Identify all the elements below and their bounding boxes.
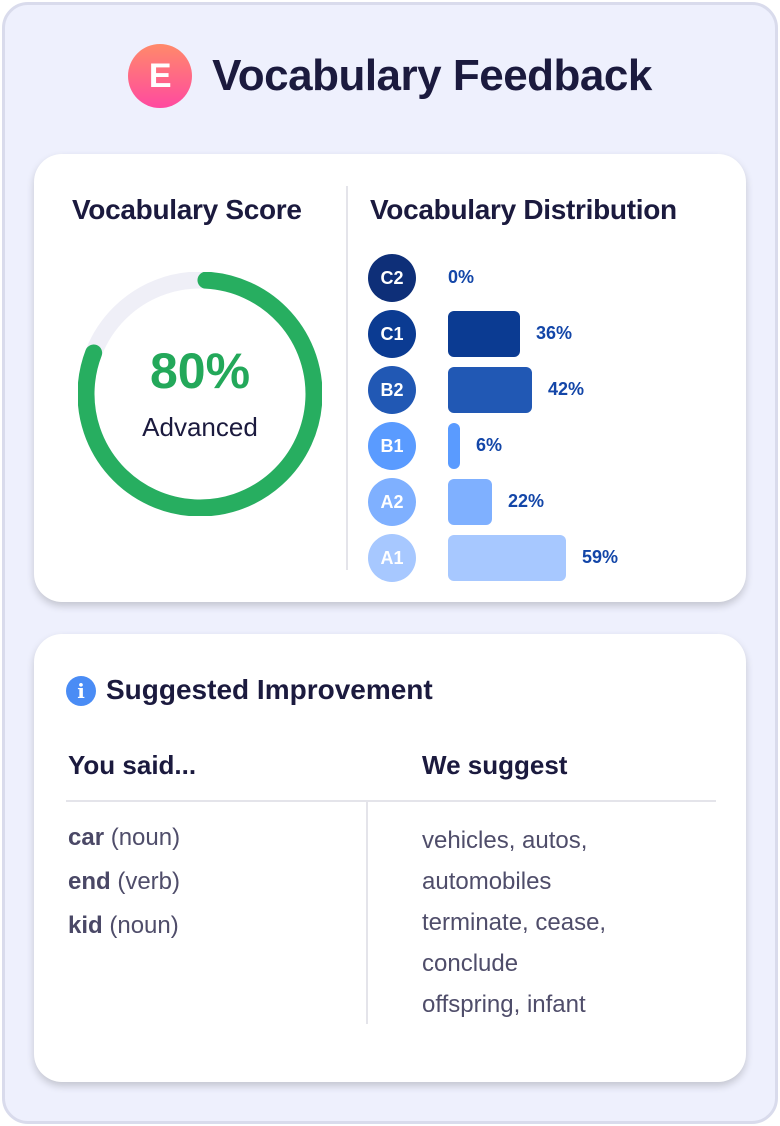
suggestion-line: offspring, infant: [422, 991, 586, 1018]
distribution-bar: [448, 311, 520, 357]
score-level: Advanced: [142, 412, 258, 442]
distribution-value: 59%: [582, 547, 619, 567]
suggestion-card: i Suggested Improvement You said... We s…: [34, 634, 746, 1082]
score-card: Vocabulary Score 80% Advanced Vocabulary…: [34, 154, 746, 602]
suggestion-list: vehicles, autos, automobiles terminate, …: [422, 820, 606, 1025]
column-header-said: You said...: [68, 750, 197, 780]
suggestion-line: terminate, cease,: [422, 909, 607, 936]
distribution-value: 22%: [508, 491, 545, 511]
page-title: Vocabulary Feedback: [212, 51, 652, 100]
level-badge: B1: [368, 422, 416, 470]
score-ring: [78, 272, 322, 516]
part-of-speech: (noun): [110, 824, 181, 851]
suggestion-line: vehicles, autos,: [422, 827, 588, 854]
said-item: car (noun): [68, 824, 180, 852]
said-item: end (verb): [68, 868, 180, 896]
word: end: [68, 868, 111, 895]
distribution-row-a2: A2 22%: [368, 478, 544, 526]
part-of-speech: (verb): [117, 868, 181, 895]
suggestion-title: Suggested Improvement: [106, 674, 433, 705]
word: car: [68, 824, 105, 851]
divider: [366, 802, 368, 1024]
level-badge: A2: [368, 478, 416, 526]
score-percent: 80%: [149, 343, 251, 399]
distribution-bar: [448, 479, 492, 525]
level-badge: C1: [368, 310, 416, 358]
distribution-row-c2: C2 0%: [368, 254, 474, 302]
distribution-row-a1: A1 59%: [368, 534, 618, 582]
distribution-row-b1: B1 6%: [368, 422, 502, 470]
header: E Vocabulary Feedback: [0, 44, 780, 108]
level-badge: A1: [368, 534, 416, 582]
distribution-value: 36%: [536, 323, 573, 343]
ring-progress: [78, 272, 322, 516]
column-header-suggest: We suggest: [422, 750, 568, 780]
distribution-title: Vocabulary Distribution: [370, 194, 677, 225]
distribution-bar: [448, 535, 566, 581]
divider: [66, 800, 716, 802]
suggestion-line: automobiles: [422, 868, 552, 895]
score-title: Vocabulary Score: [72, 194, 302, 225]
distribution-row-c1: C1 36%: [368, 310, 572, 358]
distribution-bar: [448, 423, 460, 469]
level-badge: B2: [368, 366, 416, 414]
info-icon: i: [66, 676, 96, 706]
divider: [346, 186, 348, 570]
word: kid: [68, 912, 103, 939]
said-item: kid (noun): [68, 912, 179, 940]
distribution-row-b2: B2 42%: [368, 366, 584, 414]
logo-icon: E: [128, 44, 193, 108]
part-of-speech: (noun): [109, 912, 179, 939]
distribution-value: 6%: [476, 435, 503, 455]
suggestion-line: conclude: [422, 950, 519, 977]
level-badge: C2: [368, 254, 416, 302]
distribution-value: 42%: [548, 379, 585, 399]
distribution-bar: [448, 367, 532, 413]
distribution-value: 0%: [448, 267, 475, 287]
